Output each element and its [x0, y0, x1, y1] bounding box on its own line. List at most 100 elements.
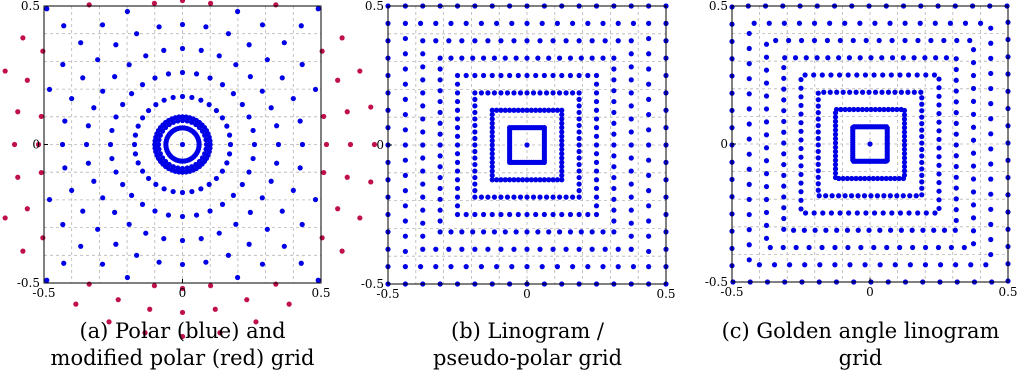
data-point-outside — [319, 235, 325, 241]
data-point — [489, 151, 495, 157]
data-point — [824, 37, 831, 44]
data-point — [829, 193, 835, 199]
data-point — [511, 246, 517, 252]
data-point — [988, 40, 994, 46]
caption-line-2: grid — [838, 346, 883, 370]
data-point — [936, 128, 942, 134]
y-tick-label: 0.5 — [365, 0, 384, 13]
data-point — [988, 161, 994, 167]
data-point — [472, 122, 478, 129]
data-point — [867, 141, 873, 147]
data-point — [611, 174, 617, 181]
data-point — [988, 176, 994, 182]
data-point — [62, 165, 68, 171]
data-point — [885, 89, 892, 95]
data-point — [179, 45, 186, 52]
data-point — [535, 229, 541, 235]
data-point — [815, 174, 821, 180]
data-point — [879, 89, 885, 95]
data-point — [107, 141, 114, 148]
data-point — [537, 177, 543, 183]
data-point — [611, 120, 617, 126]
data-point — [646, 20, 652, 26]
data-point — [550, 211, 556, 218]
data-point-outside — [339, 248, 345, 254]
data-point — [628, 168, 634, 174]
data-point — [988, 25, 994, 31]
data-point — [790, 227, 797, 233]
data-point — [478, 264, 484, 270]
data-point — [611, 77, 617, 83]
data-point — [299, 61, 305, 68]
data-point-outside — [319, 48, 325, 54]
data-point — [493, 107, 500, 113]
data-point — [472, 168, 478, 174]
data-point — [153, 181, 159, 188]
data-point — [907, 193, 913, 199]
data-point — [646, 127, 652, 133]
data-point-outside — [179, 333, 186, 340]
data-point — [420, 142, 426, 148]
data-point — [901, 120, 908, 127]
data-point-outside — [179, 0, 186, 4]
data-point — [832, 140, 839, 146]
data-point — [524, 20, 530, 26]
data-point — [602, 246, 608, 252]
data-point — [615, 264, 621, 270]
data-point — [914, 72, 920, 78]
data-point — [420, 194, 426, 200]
data-point — [246, 42, 252, 48]
data-point — [543, 194, 550, 200]
data-point — [628, 38, 634, 44]
data-point — [120, 101, 126, 108]
data-point — [773, 37, 779, 44]
data-point — [827, 20, 833, 26]
data-point — [798, 197, 804, 203]
data-point — [798, 85, 804, 91]
data-point — [936, 205, 942, 212]
data-point — [798, 189, 804, 195]
data-point — [567, 72, 574, 79]
data-point — [402, 248, 408, 255]
data-point — [459, 38, 465, 44]
data-point — [832, 110, 839, 116]
data-point — [901, 151, 908, 157]
data-point — [454, 72, 461, 79]
data-point — [472, 211, 478, 218]
data-point — [961, 244, 967, 251]
data-point — [576, 188, 582, 194]
data-point — [970, 176, 977, 182]
data-point — [207, 75, 213, 81]
data-point — [953, 196, 959, 202]
data-point — [437, 66, 443, 72]
data-point — [135, 123, 141, 129]
data-point-outside — [142, 330, 148, 336]
data-point — [470, 55, 476, 61]
data-point — [470, 229, 476, 235]
caption-line-2: pseudo-polar grid — [432, 346, 623, 370]
data-point — [901, 116, 908, 122]
data-point-outside — [253, 319, 259, 325]
data-point — [889, 37, 895, 44]
data-point — [763, 93, 770, 99]
data-point — [556, 194, 563, 200]
data-point — [781, 97, 787, 103]
data-point — [953, 207, 959, 213]
data-point — [437, 174, 443, 181]
data-point — [543, 90, 550, 96]
data-point — [646, 111, 652, 118]
data-point — [576, 135, 582, 142]
data-point — [646, 264, 652, 270]
data-point — [207, 145, 213, 151]
data-point — [315, 277, 321, 283]
data-point — [480, 55, 487, 61]
x-tick-label: -0.5 — [32, 286, 55, 300]
data-point — [611, 66, 617, 72]
data-point — [225, 31, 232, 37]
data-point — [850, 158, 857, 164]
data-point — [936, 162, 942, 168]
data-point — [509, 20, 515, 26]
data-point — [970, 59, 977, 66]
data-point — [815, 187, 821, 193]
data-point — [593, 72, 600, 79]
